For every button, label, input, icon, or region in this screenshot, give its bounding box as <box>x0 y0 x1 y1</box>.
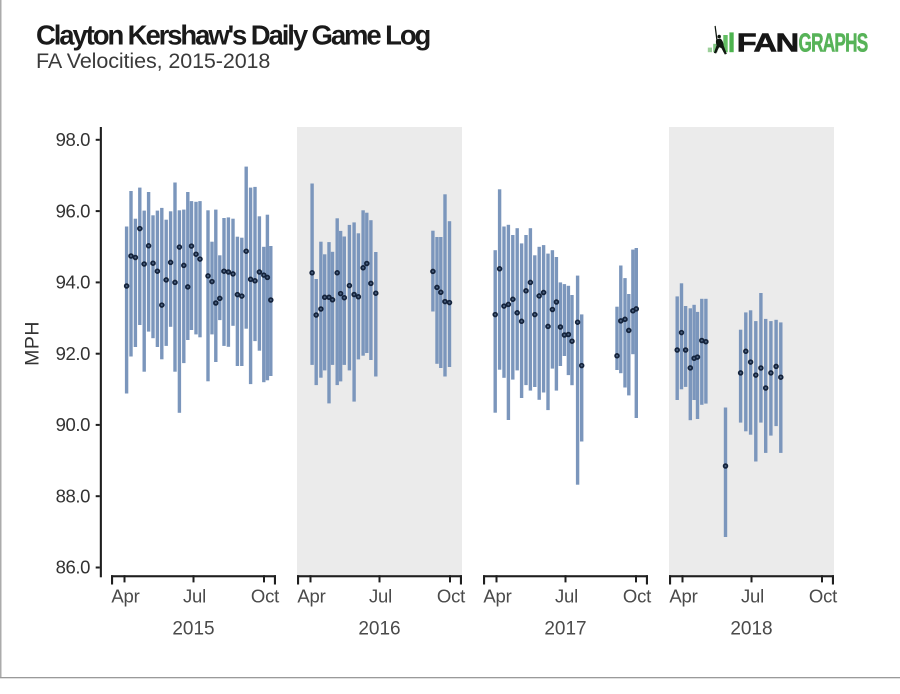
svg-text:FAN: FAN <box>737 30 798 58</box>
svg-text:Jul: Jul <box>183 586 206 607</box>
svg-text:GRAPHS: GRAPHS <box>799 30 869 58</box>
svg-text:Oct: Oct <box>251 586 279 607</box>
svg-text:92.0: 92.0 <box>56 343 91 364</box>
svg-text:88.0: 88.0 <box>56 485 91 506</box>
svg-text:90.0: 90.0 <box>56 414 91 435</box>
svg-text:96.0: 96.0 <box>56 200 91 221</box>
svg-text:Apr: Apr <box>111 586 139 607</box>
svg-text:98.0: 98.0 <box>56 129 91 150</box>
svg-text:Apr: Apr <box>669 586 697 607</box>
svg-text:Jul: Jul <box>369 586 392 607</box>
svg-text:MPH: MPH <box>22 321 44 366</box>
svg-text:Oct: Oct <box>809 586 837 607</box>
svg-text:2018: 2018 <box>730 619 772 640</box>
svg-text:Oct: Oct <box>437 586 465 607</box>
svg-text:Apr: Apr <box>483 586 511 607</box>
svg-text:94.0: 94.0 <box>56 272 91 293</box>
svg-text:Jul: Jul <box>741 586 764 607</box>
svg-text:FA Velocities, 2015-2018: FA Velocities, 2015-2018 <box>36 49 270 73</box>
svg-text:Oct: Oct <box>623 586 651 607</box>
svg-text:2015: 2015 <box>172 619 214 640</box>
svg-text:Jul: Jul <box>555 586 578 607</box>
svg-text:86.0: 86.0 <box>56 557 91 578</box>
svg-text:Clayton Kershaw's Daily Game L: Clayton Kershaw's Daily Game Log <box>36 20 430 51</box>
svg-text:2017: 2017 <box>544 619 586 640</box>
svg-text:2016: 2016 <box>358 619 400 640</box>
svg-text:Apr: Apr <box>297 586 325 607</box>
